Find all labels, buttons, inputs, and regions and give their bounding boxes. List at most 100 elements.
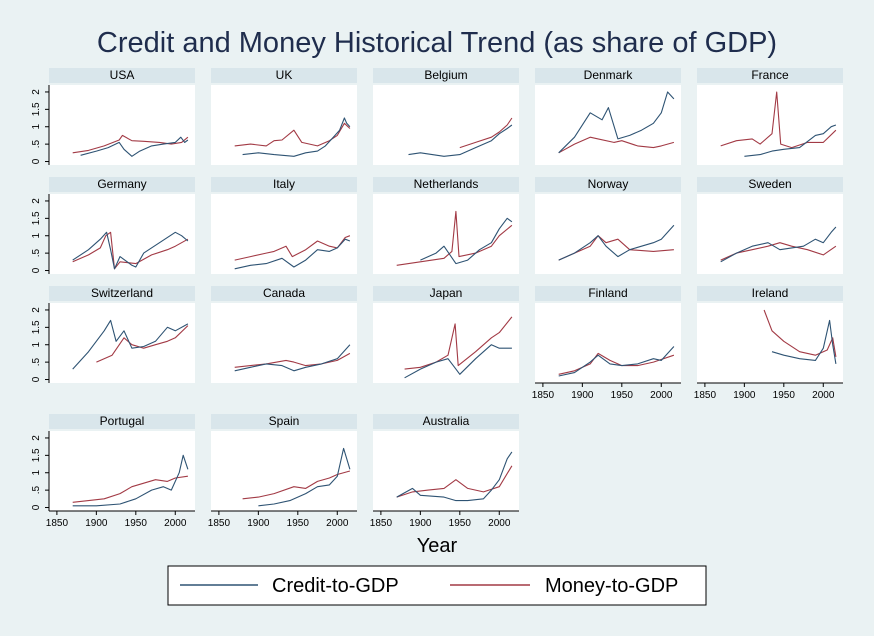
- plot-area: [373, 303, 519, 383]
- panel-title: Switzerland: [91, 286, 153, 300]
- plot-area: [211, 194, 357, 274]
- x-tick-label: 1950: [287, 518, 310, 529]
- panel-title: Netherlands: [414, 177, 479, 191]
- money-to-gdp-line: [396, 465, 513, 498]
- panel-strip: [49, 414, 195, 429]
- y-tick-label: 2: [31, 307, 42, 313]
- y-tick-label: .5: [31, 249, 42, 258]
- panel-title: Ireland: [752, 286, 789, 300]
- money-to-gdp-line: [558, 136, 675, 154]
- credit-to-gdp-line: [771, 319, 837, 364]
- panel-spain: Spain 1850 1900 1950 2000: [208, 414, 357, 529]
- plot-area: [373, 85, 519, 165]
- plot-area: [697, 85, 843, 165]
- credit-to-gdp-line: [396, 451, 513, 502]
- credit-to-gdp-line: [80, 136, 189, 157]
- x-tick-label: 1850: [208, 518, 231, 529]
- panel-strip: [211, 177, 357, 192]
- y-tick-label: 1: [31, 342, 42, 348]
- panel-canada: Canada: [211, 286, 357, 383]
- y-tick-label: 0: [31, 158, 42, 164]
- credit-to-gdp-line: [234, 344, 351, 372]
- panel-strip: [535, 286, 681, 301]
- panel-norway: Norway: [535, 177, 681, 274]
- x-tick-label: 2000: [164, 518, 187, 529]
- plot-area: [49, 85, 195, 165]
- panel-portugal: Portugal 0 .5 1 1.5 2 1850 1900 1950 2000: [31, 414, 195, 529]
- panel-japan: Japan: [373, 286, 519, 383]
- x-tick-label: 1850: [694, 390, 717, 401]
- legend: Credit-to-GDP Money-to-GDP: [167, 565, 707, 606]
- panel-strip: [373, 414, 519, 429]
- panel-france: France: [697, 68, 843, 165]
- panel-strip: [697, 68, 843, 83]
- panel-denmark: Denmark: [535, 68, 681, 165]
- y-tick-label: 1: [31, 470, 42, 476]
- plot-area: [49, 303, 195, 383]
- panel-title: Portugal: [100, 414, 145, 428]
- money-to-gdp-line: [72, 231, 189, 270]
- panel-finland: Finland 1850 1900 1950 2000: [532, 286, 681, 401]
- credit-to-gdp-line: [720, 226, 837, 263]
- money-to-gdp-line: [242, 470, 351, 500]
- y-tick-label: 0: [31, 504, 42, 510]
- x-tick-label: 1900: [733, 390, 756, 401]
- money-to-gdp-line: [234, 352, 351, 368]
- panel-title: Italy: [273, 177, 295, 191]
- money-to-gdp-line: [396, 210, 513, 266]
- y-tick-label: 1.5: [31, 102, 42, 116]
- panel-title: Canada: [263, 286, 305, 300]
- legend-credit-label: Credit-to-GDP: [272, 575, 399, 597]
- y-tick-label: 0: [31, 267, 42, 273]
- x-tick-label: 1850: [532, 390, 555, 401]
- x-tick-label: 1850: [370, 518, 393, 529]
- chart-title: Credit and Money Historical Trend (as sh…: [97, 27, 777, 59]
- panel-title: France: [751, 68, 789, 82]
- panel-switzerland: Switzerland 0 .5 1 1.5 2: [31, 286, 195, 383]
- y-tick-label: .5: [31, 140, 42, 149]
- credit-to-gdp-line: [408, 124, 513, 157]
- legend-money-label: Money-to-GDP: [545, 575, 678, 597]
- panel-title: Belgium: [424, 68, 467, 82]
- panel-title: Germany: [97, 177, 146, 191]
- x-tick-label: 2000: [812, 390, 835, 401]
- panel-title: Denmark: [584, 68, 634, 82]
- panel-title: Australia: [423, 414, 470, 428]
- plot-area: [535, 194, 681, 274]
- panel-usa: USA 0 .5 1 1.5 2: [31, 68, 195, 165]
- plot-area: [535, 303, 681, 383]
- panel-title: UK: [276, 68, 293, 82]
- panel-strip: [373, 68, 519, 83]
- panel-strip: [211, 68, 357, 83]
- panel-uk: UK: [211, 68, 357, 165]
- money-to-gdp-line: [404, 316, 513, 370]
- y-tick-label: 1: [31, 124, 42, 130]
- plot-area: [535, 85, 681, 165]
- credit-to-gdp-line: [558, 346, 675, 377]
- money-to-gdp-line: [72, 475, 188, 503]
- credit-to-gdp-line: [72, 454, 189, 507]
- money-to-gdp-line: [234, 122, 351, 147]
- panel-sweden: Sweden: [697, 177, 843, 274]
- y-tick-label: .5: [31, 486, 42, 495]
- money-to-gdp-line: [720, 242, 837, 261]
- money-to-gdp-line: [459, 117, 513, 149]
- plot-area: [211, 85, 357, 165]
- panel-strip: [535, 177, 681, 192]
- plot-area: [49, 194, 195, 274]
- panel-title: Spain: [269, 414, 300, 428]
- panel-strip: [49, 177, 195, 192]
- panel-title: Finland: [588, 286, 627, 300]
- panel-netherlands: Netherlands: [373, 177, 519, 274]
- panel-germany: Germany 0 .5 1 1.5 2: [31, 177, 195, 274]
- x-tick-label: 1950: [773, 390, 796, 401]
- plot-area: [373, 194, 519, 274]
- panel-belgium: Belgium: [373, 68, 519, 165]
- panel-title: Sweden: [748, 177, 791, 191]
- x-tick-label: 1900: [571, 390, 594, 401]
- x-tick-label: 1900: [85, 518, 108, 529]
- credit-to-gdp-line: [744, 124, 837, 157]
- x-tick-label: 1950: [611, 390, 634, 401]
- credit-to-gdp-line: [420, 217, 513, 265]
